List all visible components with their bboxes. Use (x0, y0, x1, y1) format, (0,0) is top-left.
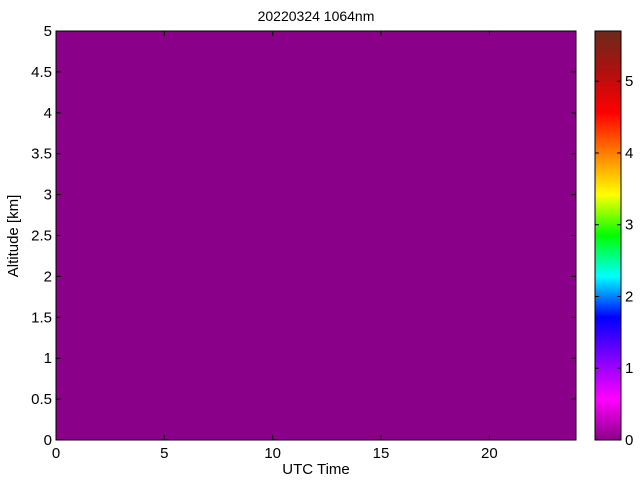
y-tick-label: 3.5 (31, 146, 52, 163)
heatmap-area (55, 30, 577, 441)
y-tick-label: 0 (44, 432, 52, 449)
x-tick-label: 5 (160, 445, 168, 462)
colorbar (594, 30, 622, 441)
y-tick-label: 2.5 (31, 228, 52, 245)
y-tick-label: 5 (44, 23, 52, 40)
colorbar-tick-label: 3 (625, 217, 633, 234)
x-axis-label: UTC Time (282, 461, 350, 478)
x-tick-label: 0 (52, 445, 60, 462)
colorbar-tick-label: 2 (625, 288, 633, 305)
colorbar-tick-label: 1 (625, 360, 633, 377)
colorbar-tick-label: 4 (625, 145, 633, 162)
x-tick-label: 10 (264, 445, 281, 462)
colorbar-tick-label: 5 (625, 73, 633, 90)
y-tick-label: 4 (44, 105, 52, 122)
y-tick-label: 3 (44, 187, 52, 204)
chart-title: 20220324 1064nm (258, 8, 375, 24)
y-tick-label: 1.5 (31, 309, 52, 326)
colorbar-tick-label: 0 (625, 432, 633, 449)
y-tick-label: 0.5 (31, 391, 52, 408)
y-tick-label: 4.5 (31, 64, 52, 81)
y-tick-label: 2 (44, 268, 52, 285)
y-tick-label: 1 (44, 350, 52, 367)
y-axis-label: Altitude [km] (5, 195, 22, 278)
x-tick-label: 15 (373, 445, 390, 462)
x-tick-label: 20 (481, 445, 498, 462)
